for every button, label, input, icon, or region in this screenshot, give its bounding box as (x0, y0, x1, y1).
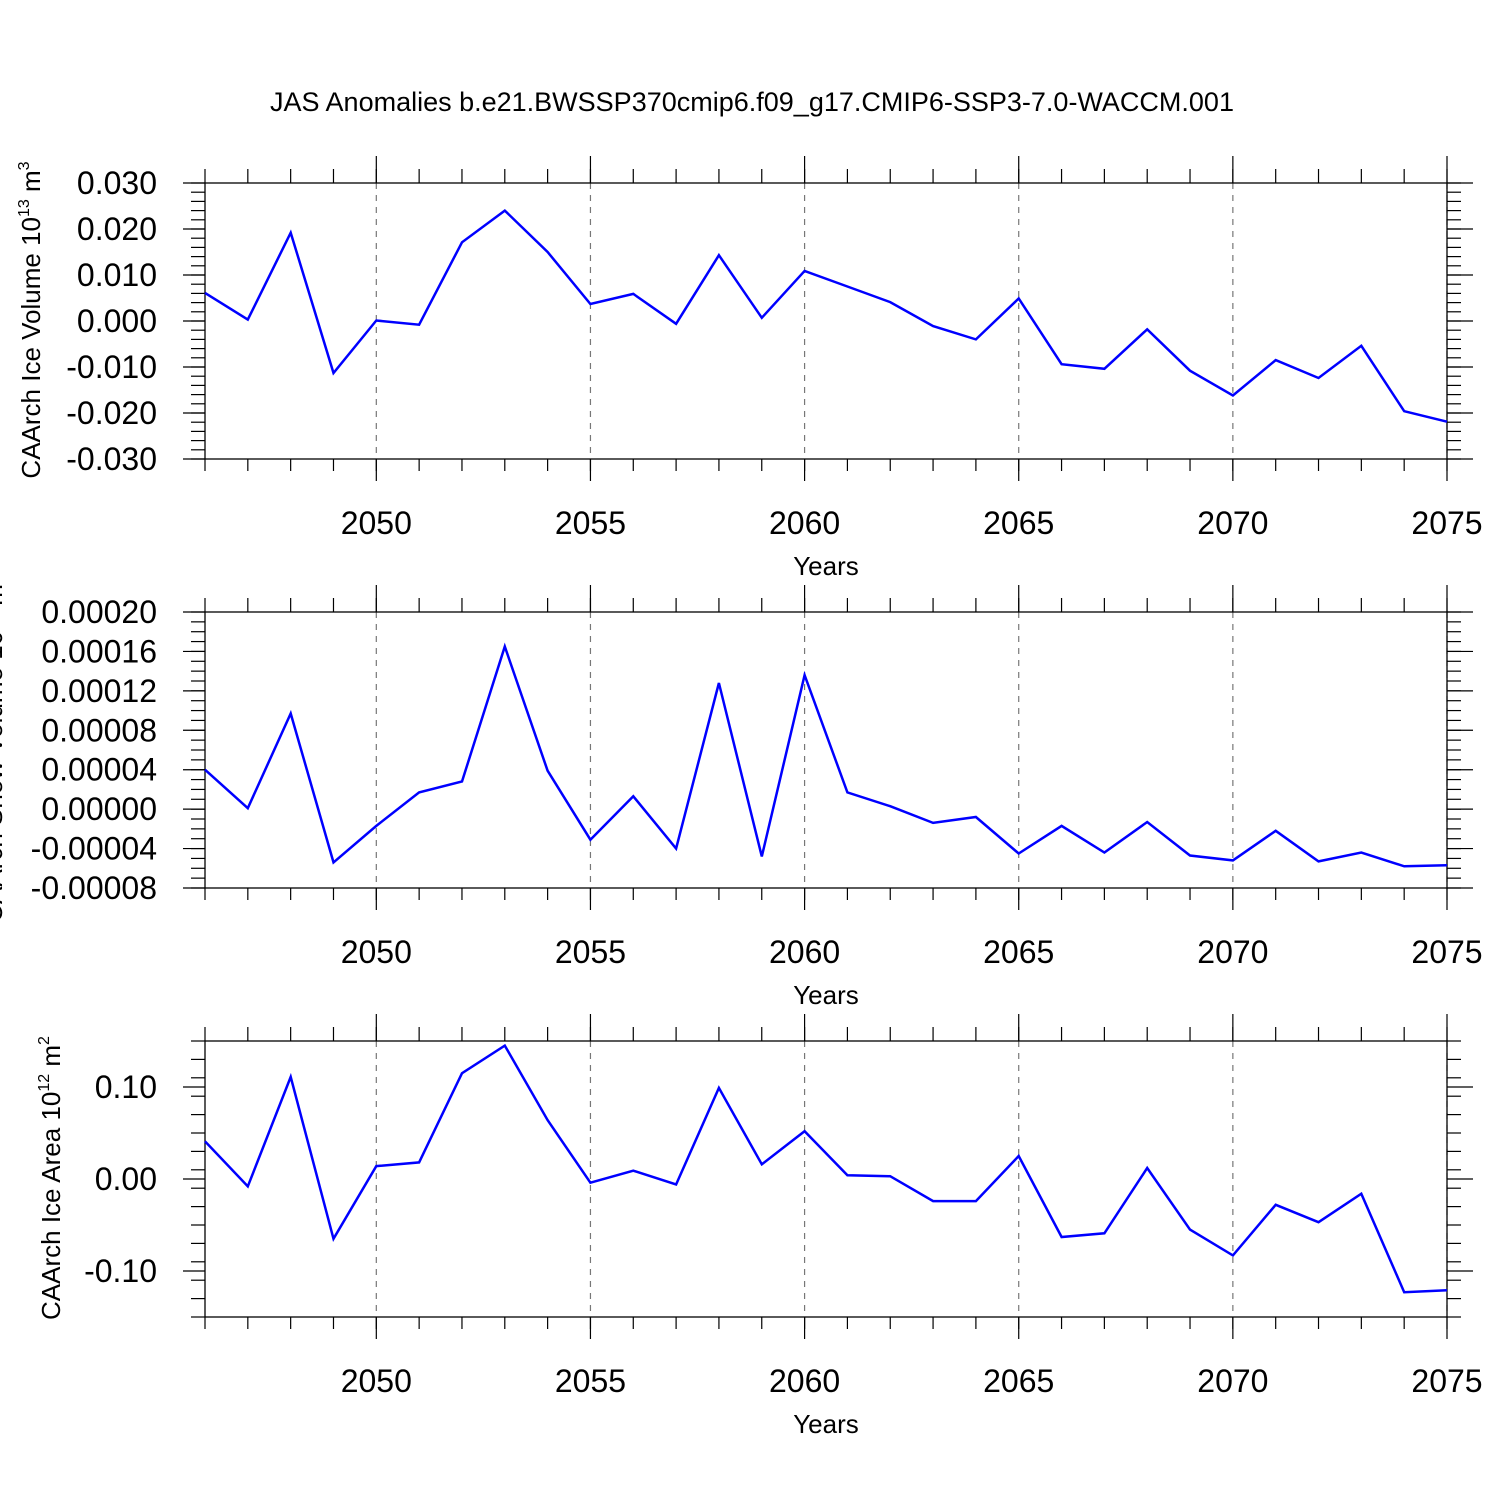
plot-frame (204, 1040, 1448, 1318)
data-series-line (204, 642, 1448, 868)
y-tick-label: 0.00020 (41, 594, 157, 630)
y-tick-label: 0.10 (95, 1069, 157, 1105)
x-tick-label: 2075 (1411, 505, 1482, 541)
y-tick-label: 0.00000 (41, 791, 157, 827)
data-series-line (204, 1043, 1448, 1294)
panel-3: -0.10 0.00 0.10 2050 2055 2060 2065 2070 2075 Yea… (36, 1014, 1483, 1439)
y-tick-label: 0.020 (77, 211, 157, 247)
y-tick-label: 0.00012 (41, 673, 157, 709)
y-tick-label: -0.030 (66, 441, 157, 477)
x-tick-label: 2070 (1197, 1363, 1268, 1399)
y-axis-label: CAArch Snow Volume 1013 m3 (0, 575, 8, 923)
x-tick-label: 2060 (769, 934, 840, 970)
x-tick-label: 2070 (1197, 505, 1268, 541)
x-tick-label: 2075 (1411, 934, 1482, 970)
x-tick-label: 2060 (769, 505, 840, 541)
y-tick-label: 0.000 (77, 303, 157, 339)
y-tick-label: 0.00016 (41, 633, 157, 669)
plot-frame (204, 611, 1448, 889)
y-tick-label: -0.00008 (31, 870, 157, 906)
x-tick-label: 2060 (769, 1363, 840, 1399)
panel-1: -0.030 -0.020 -0.010 0.000 0.010 0.020 0.030 20… (16, 156, 1483, 581)
x-tick-label: 2070 (1197, 934, 1268, 970)
x-tick-label: 2055 (555, 934, 626, 970)
x-axis-label: Years (793, 551, 859, 581)
data-series-line (204, 208, 1448, 423)
x-tick-label: 2055 (555, 505, 626, 541)
chart-title: JAS Anomalies b.e21.BWSSP370cmip6.f09_g1… (270, 87, 1234, 117)
y-tick-label: -0.10 (84, 1253, 157, 1289)
x-axis-label: Years (793, 1409, 859, 1439)
x-axis-label: Years (793, 980, 859, 1010)
x-tick-label: 2055 (555, 1363, 626, 1399)
x-tick-label: 2075 (1411, 1363, 1482, 1399)
panel-2: -0.00008-0.000040.000000.000040.000080.0… (0, 575, 1483, 1010)
x-tick-label: 2050 (341, 934, 412, 970)
y-tick-label: 0.010 (77, 257, 157, 293)
y-axis-label: CAArch Ice Volume 1013 m3 (16, 161, 46, 478)
x-tick-label: 2065 (983, 1363, 1054, 1399)
y-tick-label: -0.020 (66, 395, 157, 431)
x-tick-label: 2050 (341, 505, 412, 541)
x-tick-label: 2050 (341, 1363, 412, 1399)
x-tick-label: 2065 (983, 505, 1054, 541)
y-tick-label: 0.030 (77, 165, 157, 201)
y-tick-label: -0.00004 (31, 831, 157, 867)
y-tick-label: 0.00004 (41, 752, 157, 788)
y-tick-label: -0.010 (66, 349, 157, 385)
y-tick-label: 0.00008 (41, 712, 157, 748)
y-axis-label: CAArch Ice Area 1012 m2 (36, 1036, 66, 1320)
x-tick-label: 2065 (983, 934, 1054, 970)
y-tick-label: 0.00 (95, 1161, 157, 1197)
